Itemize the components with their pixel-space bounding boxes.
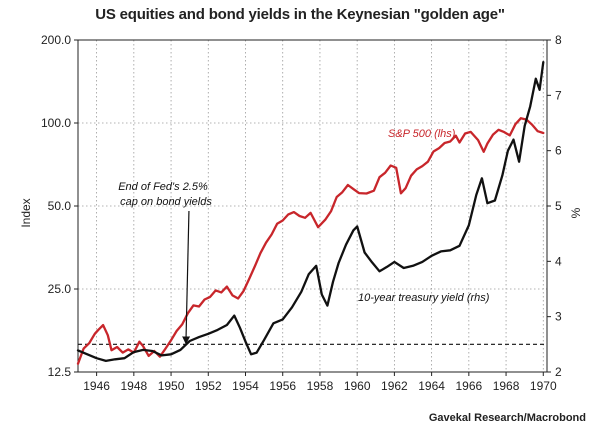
source-credit: Gavekal Research/Macrobond <box>428 412 586 424</box>
right-tick-label-6: 2 <box>555 365 562 379</box>
left-tick-label-2: 50.0 <box>48 199 72 213</box>
x-tick-label-8: 1962 <box>381 379 408 393</box>
x-tick-label-3: 1952 <box>195 379 222 393</box>
x-tick-label-7: 1960 <box>344 379 371 393</box>
right-tick-label-0: 8 <box>555 33 562 47</box>
x-tick-label-10: 1966 <box>455 379 482 393</box>
right-tick-label-2: 6 <box>555 144 562 158</box>
series-label-sp500: S&P 500 (lhs) <box>388 128 456 140</box>
series-label-treasury: 10-year treasury yield (rhs) <box>358 292 490 304</box>
x-tick-label-12: 1970 <box>530 379 557 393</box>
right-axis-ticks: 8 7 6 5 4 3 2 <box>547 33 562 379</box>
series-line-sp500 <box>76 117 545 365</box>
y-axis-left-label: Index <box>19 198 33 227</box>
x-tick-label-1: 1948 <box>120 379 147 393</box>
chart-title: US equities and bond yields in the Keyne… <box>95 6 505 23</box>
x-axis-ticks: 1946 1948 1950 1952 1954 1956 1958 1960 1962 1964… <box>83 372 557 393</box>
left-tick-label-4: 12.5 <box>48 365 72 379</box>
left-tick-label-0: 200.0 <box>41 33 71 47</box>
annotation-fed-cap-line-2: cap on bond yields <box>120 196 212 208</box>
x-tick-label-5: 1956 <box>269 379 296 393</box>
x-tick-label-4: 1954 <box>232 379 259 393</box>
left-tick-label-1: 100.0 <box>41 116 71 130</box>
right-tick-label-4: 4 <box>555 254 562 268</box>
series-line-treasury-yield <box>76 60 545 363</box>
x-tick-label-0: 1946 <box>83 379 110 393</box>
x-tick-label-2: 1950 <box>158 379 185 393</box>
right-tick-label-1: 7 <box>555 88 562 102</box>
right-tick-label-5: 3 <box>555 310 562 324</box>
right-tick-label-3: 5 <box>555 199 562 213</box>
x-tick-label-9: 1964 <box>418 379 445 393</box>
series-layer <box>76 60 545 365</box>
left-tick-label-3: 25.0 <box>48 282 72 296</box>
y-axis-right-label: % <box>569 207 583 218</box>
annotation-fed-cap-line-1: End of Fed's 2.5% <box>118 181 208 193</box>
annotation-fed-cap-arrow <box>182 210 191 345</box>
left-axis-ticks: 200.0 100.0 50.0 25.0 12.5 <box>41 33 78 379</box>
x-tick-label-6: 1958 <box>307 379 334 393</box>
x-tick-label-11: 1968 <box>493 379 520 393</box>
grid-lines <box>78 39 547 373</box>
